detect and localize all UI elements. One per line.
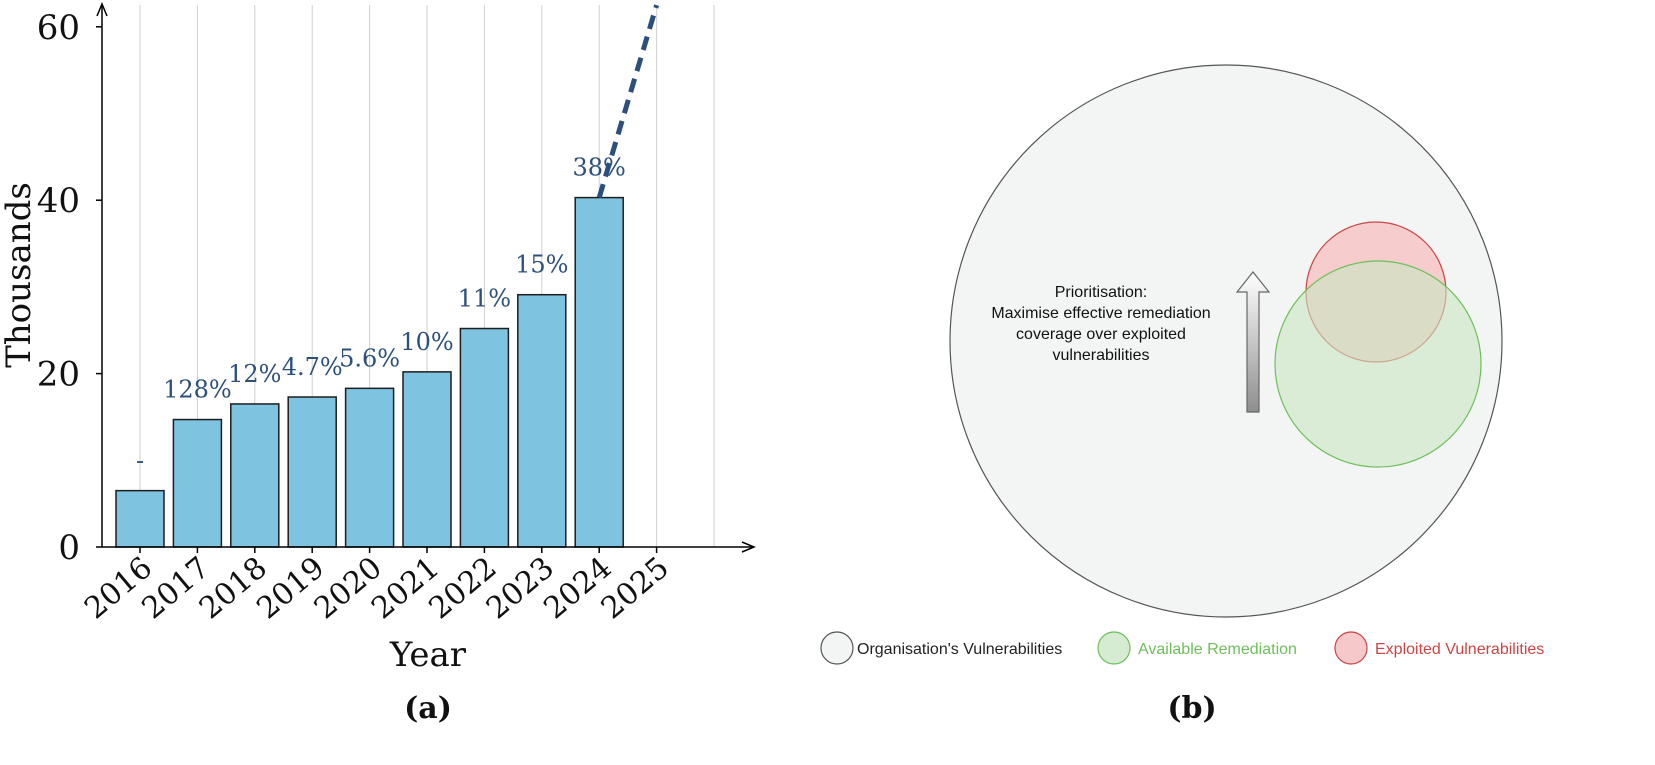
legend-item-remediation: Available Remediation [1097, 631, 1297, 665]
bar-2021 [402, 371, 452, 548]
panel-a-caption: (a) [404, 691, 452, 726]
y-axis-label: Thousands [0, 182, 39, 368]
bar-2018 [230, 403, 280, 548]
legend-label-remediation: Available Remediation [1138, 641, 1297, 658]
y-tick-label: 0 [58, 528, 80, 568]
x-axis-label: Year [389, 635, 467, 675]
growth-label-2020: 5.6% [339, 344, 400, 372]
trend-line [596, 4, 659, 199]
growth-label-2024: 38% [573, 154, 626, 182]
annotation-line-4: vulnerabilities [1053, 347, 1150, 364]
x-tick-label: 2020 [308, 550, 389, 626]
legend-item-exploited: Exploited Vulnerabilities [1334, 631, 1544, 665]
x-tick-label: 2021 [365, 550, 446, 626]
y-axis-arrowhead [96, 2, 108, 17]
growth-label-2018: 12% [228, 360, 281, 388]
x-tick-label: 2024 [537, 550, 618, 626]
legend-swatch-organisation [820, 631, 854, 665]
y-tick-label: 40 [37, 181, 80, 221]
organisation-vulnerabilities-circle [949, 64, 1503, 618]
legend-swatch-remediation [1097, 631, 1131, 665]
growth-label-2021: 10% [400, 328, 453, 356]
panel-a-bar-chart: - 128%12% 4.7%5.6%10%11%15% 38% 0 20 40 60 201… [0, 2, 756, 726]
y-tick-label: 60 [37, 8, 80, 48]
annotation-line-1: Prioritisation: [1055, 284, 1147, 301]
annotation-line-3: coverage over exploited [1016, 326, 1186, 343]
legend-swatch-exploited [1334, 631, 1368, 665]
growth-label-2022: 11% [458, 285, 511, 313]
x-tick-label: 2016 [78, 550, 159, 626]
growth-label-2017: 128% [163, 376, 232, 404]
annotation-line-2: Maximise effective remediation [991, 305, 1210, 322]
legend-item-organisation: Organisation's Vulnerabilities [820, 631, 1062, 665]
bar-2016 [115, 489, 165, 548]
y-tick-group: 0 20 40 60 [37, 8, 102, 568]
x-tick-label: 2018 [193, 550, 274, 626]
bar-2019 [287, 396, 337, 548]
panel-b-caption: (b) [1167, 691, 1216, 726]
x-tick-label: 2017 [136, 550, 217, 626]
prioritisation-arrow-icon [1235, 271, 1271, 413]
growth-label-2016: - [136, 447, 144, 475]
x-axis-arrowhead [741, 541, 756, 553]
x-tick-label: 2023 [480, 550, 561, 626]
growth-label-group: - 128%12% 4.7%5.6%10%11%15% 38% [136, 154, 626, 475]
bar-2022 [459, 327, 510, 548]
legend-label-organisation: Organisation's Vulnerabilities [857, 641, 1062, 658]
legend-label-exploited: Exploited Vulnerabilities [1375, 641, 1544, 658]
x-tick-label: 2019 [250, 550, 331, 626]
bar-2024 [574, 196, 624, 548]
bar-2017 [172, 418, 223, 548]
y-tick-label: 20 [37, 355, 80, 395]
bar-2023 [517, 293, 567, 548]
growth-label-2019: 4.7% [282, 353, 343, 381]
panel-b-venn-diagram: Prioritisation: Maximise effective remed… [820, 64, 1544, 726]
bar-2020 [344, 387, 395, 548]
x-tick-label: 2025 [595, 550, 676, 626]
legend: Organisation's Vulnerabilities Available… [820, 631, 1544, 665]
bar-series [115, 196, 624, 548]
growth-label-2023: 15% [515, 251, 568, 279]
x-tick-label: 2022 [423, 550, 504, 626]
available-remediation-circle [1274, 260, 1482, 468]
